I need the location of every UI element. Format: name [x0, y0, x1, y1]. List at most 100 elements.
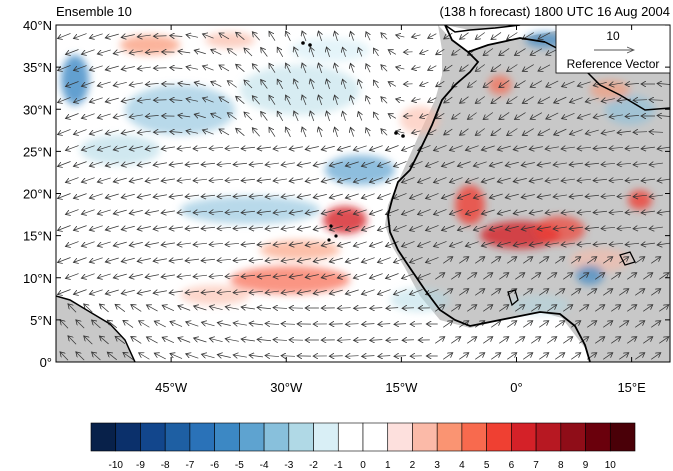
- wind-vector: [233, 195, 247, 196]
- wind-vector: [443, 353, 453, 360]
- wind-vector: [265, 323, 280, 324]
- wind-vector: [337, 177, 351, 182]
- wind-vector: [277, 47, 284, 57]
- colorbar-label: -9: [136, 460, 145, 471]
- wind-vector: [452, 112, 461, 119]
- wind-vector: [595, 305, 605, 312]
- wind-vector: [289, 147, 303, 150]
- wind-vector: [491, 353, 501, 360]
- wind-vector: [170, 132, 183, 133]
- wind-vector: [81, 81, 95, 87]
- wind-vector: [409, 193, 423, 198]
- wind-vector: [225, 179, 239, 180]
- wind-vector: [505, 226, 519, 230]
- wind-vector: [123, 352, 134, 360]
- wind-vector: [513, 242, 527, 245]
- wind-vector: [609, 211, 624, 212]
- wind-vector: [209, 306, 223, 309]
- wind-vector: [465, 209, 479, 215]
- wind-vector: [337, 273, 351, 278]
- wind-vector: [393, 161, 407, 166]
- wind-vector: [481, 145, 495, 150]
- wind-vector: [97, 209, 111, 214]
- wind-vector: [420, 82, 429, 86]
- wind-vector: [281, 163, 295, 165]
- wind-vector: [177, 275, 191, 277]
- wind-vector: [113, 82, 127, 85]
- lat-tick-label: 25°N: [23, 144, 52, 159]
- lon-tick-label: 45°W: [155, 380, 188, 395]
- wind-vector: [337, 209, 351, 214]
- wind-vector: [514, 112, 526, 120]
- wind-vector: [81, 113, 95, 119]
- wind-vector: [186, 99, 199, 102]
- wind-vector: [412, 35, 421, 37]
- wind-vector: [362, 324, 375, 325]
- wind-vector: [601, 163, 615, 164]
- colorbar-label: 1: [385, 460, 391, 471]
- wind-vector: [489, 225, 503, 230]
- wind-vector: [73, 65, 87, 71]
- wind-vector: [577, 179, 591, 181]
- wind-vector: [603, 321, 613, 328]
- wind-vector: [107, 352, 117, 361]
- wind-vector: [286, 95, 291, 106]
- wind-vector: [169, 259, 183, 261]
- wind-vector: [499, 112, 510, 119]
- wind-vector: [393, 289, 407, 294]
- colorbar-label: 5: [484, 460, 490, 471]
- wind-vector: [465, 145, 479, 151]
- wind-vector: [420, 50, 429, 54]
- wind-vector: [467, 337, 477, 344]
- colorbar-segment: [535, 422, 562, 452]
- wind-vector: [627, 337, 637, 344]
- wind-vector: [92, 320, 101, 329]
- wind-vector: [178, 115, 191, 117]
- wind-vector: [385, 273, 399, 278]
- wind-vector: [241, 179, 255, 181]
- wind-vector: [113, 242, 127, 246]
- wind-vector: [366, 64, 370, 73]
- wind-vector: [554, 96, 567, 103]
- colorbar-label: -3: [284, 460, 293, 471]
- wind-vector: [619, 321, 629, 328]
- wind-vector: [425, 257, 439, 262]
- wind-vector: [593, 114, 607, 117]
- colorbar-label: 2: [410, 460, 416, 471]
- wind-vector: [162, 305, 175, 312]
- wind-vector: [329, 290, 343, 294]
- wind-vector: [377, 289, 391, 295]
- wind-vector: [129, 146, 143, 149]
- wind-vector: [428, 130, 437, 135]
- wind-vector: [409, 225, 423, 230]
- wind-vector: [633, 132, 648, 133]
- wind-vector: [491, 128, 502, 135]
- wind-vector: [302, 127, 306, 138]
- wind-vector: [241, 243, 255, 245]
- wind-vector: [401, 209, 415, 214]
- wind-vector: [530, 48, 543, 56]
- wind-vector: [537, 195, 551, 198]
- wind-vector: [65, 209, 79, 215]
- wind-vector: [353, 209, 367, 214]
- wind-vector: [569, 97, 583, 103]
- wind-vector: [186, 131, 199, 134]
- wind-vector: [305, 274, 319, 277]
- wind-vector: [244, 112, 253, 121]
- wind-vector: [137, 291, 151, 294]
- wind-vector: [366, 32, 370, 41]
- colorbar-segment: [164, 422, 191, 452]
- wind-vector: [57, 65, 71, 70]
- colorbar-label: 0: [360, 460, 366, 471]
- wind-vector: [146, 337, 158, 344]
- wind-vector: [249, 355, 263, 357]
- wind-vector: [269, 63, 276, 73]
- wind-vector: [499, 273, 509, 280]
- wind-vector: [627, 273, 637, 280]
- wind-vector: [444, 32, 453, 39]
- wind-vector: [84, 336, 93, 345]
- lon-tick-label: 15°E: [617, 380, 646, 395]
- wind-vector: [428, 98, 437, 103]
- wind-vector: [459, 353, 469, 360]
- wind-vector: [449, 145, 463, 151]
